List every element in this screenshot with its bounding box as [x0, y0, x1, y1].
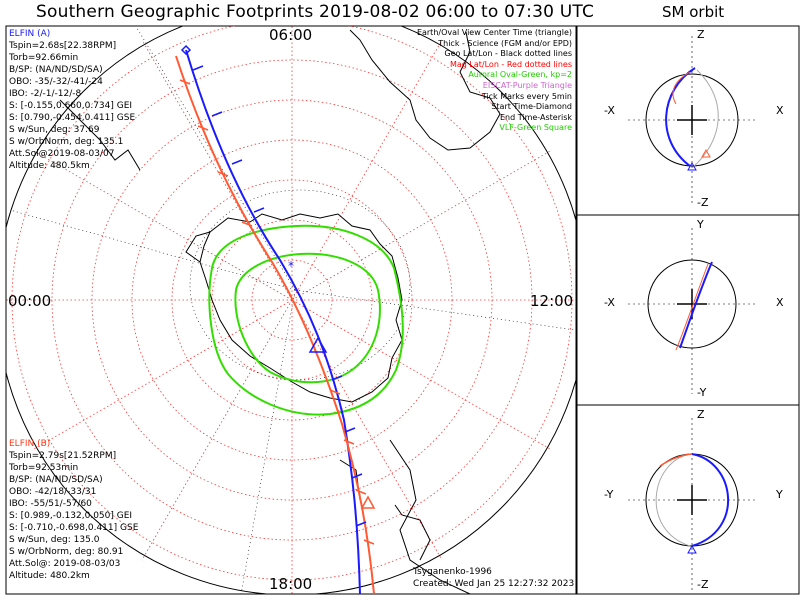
legend-item: Thick - Science (FGM and/or EPD): [438, 38, 572, 48]
legend-item: End Time-Asterisk: [499, 112, 572, 122]
elfin-b-track: [175, 55, 375, 594]
elfin-a-line: S w/Sun, deg: 37.69: [9, 125, 100, 135]
clock-label-top: 06:00: [269, 26, 313, 44]
elfin-b-line: S w/OrbNorm, deg: 80.91: [9, 547, 124, 557]
antarctica-coastline: [199, 213, 403, 403]
sm1-label-bottom: -Z: [697, 196, 709, 209]
south-america-coastline: [349, 29, 501, 151]
elfin-a-info: ELFIN (A) Tspin=2.68s[22.38RPM] Torb=92.…: [9, 28, 135, 172]
mag-lon-lines: [6, 26, 576, 594]
map-legend: Earth/Oval View Center Time (triangle) T…: [312, 28, 572, 134]
elfin-a-line: S: [-0.155,0.660,0.734] GEI: [9, 101, 133, 111]
elfin-b-line: S: [0.989,-0.132,0.050] GEI: [9, 511, 133, 521]
legend-item: Geo Lat/Lon - Black dotted lines: [444, 49, 572, 59]
sm1-label-top: Z: [697, 28, 705, 41]
view-center-triangle-b: [360, 495, 376, 509]
elfin-a-line: S w/OrbNorm, deg: 135.1: [9, 137, 124, 147]
clock-label-right: 12:00: [530, 292, 574, 310]
elfin-b-line: S: [-0.710,-0.698,0.411] GSE: [9, 523, 139, 533]
elfin-a-track: [185, 49, 361, 594]
elfin-b-line: IBO: -55/51/-57/60: [9, 499, 92, 509]
elfin-b-info: ELFIN (B) Tspin=2.79s[21.52RPM] Torb=92.…: [9, 438, 138, 582]
sm-panel-frame: [576, 25, 800, 595]
africa-coastline: [59, 99, 141, 171]
model-credit: Tsyganenko-1996: [413, 567, 492, 577]
elfin-b-line: B/SP: (NA/ND/SD/SA): [9, 475, 103, 485]
elfin-b-line: Torb=92.53min: [9, 463, 79, 473]
legend-item: Start Time-Diamond: [491, 102, 572, 112]
elfin-a-line: Tspin=2.68s[22.38RPM]: [9, 41, 117, 51]
sm1-label-left: -X: [604, 104, 615, 117]
sm3-label-left: -Y: [604, 488, 614, 501]
sm3-label-bottom: -Z: [697, 578, 709, 591]
elfin-a-asterisk: *: [288, 259, 294, 273]
elfin-b-line: S w/Sun, deg: 135.0: [9, 535, 100, 545]
sm2-label-right: X: [776, 296, 784, 309]
map-frame: [5, 25, 577, 595]
view-center-triangle-a: [308, 336, 328, 353]
created-timestamp: Created: Wed Jan 25 12:27:32 2023: [413, 579, 575, 589]
sm-orbit-panel-xz: [628, 36, 758, 205]
elfin-b-line: OBO: -42/18/-33/31: [9, 487, 97, 497]
elfin-b-line: Tspin=2.79s[21.52RPM]: [9, 451, 117, 461]
elfin-a-line: OBO: -35/-32/-41/-24: [9, 77, 103, 87]
sm-orbit-panel-yz: [628, 418, 758, 590]
legend-item: EISCAT-Purple Triangle: [482, 80, 572, 90]
elfin-a-name: ELFIN (A): [9, 29, 51, 39]
legend-item: Tick Marks every 5min: [481, 91, 572, 101]
sm3-label-top: Z: [697, 408, 705, 421]
geo-grid-lines: [9, 26, 576, 594]
sm-orbit-title: SM orbit: [662, 3, 725, 21]
legend-item: VLF-Green Square: [499, 123, 572, 133]
auroral-oval-outer: [208, 224, 404, 416]
sm2-label-bottom: -Y: [697, 386, 707, 399]
sm3-label-right: Y: [776, 488, 783, 501]
sm-orbit-panel-xy: [628, 228, 758, 394]
page-title: Southern Geographic Footprints 2019-08-0…: [36, 2, 595, 22]
clock-label-bottom: 18:00: [269, 575, 313, 593]
elfin-a-line: IBO: -2/-1/-12/-8: [9, 89, 82, 99]
island-coastline: [394, 504, 431, 561]
elfin-b-name: ELFIN (B): [9, 439, 51, 449]
elfin-a-start-diamond: [180, 44, 192, 56]
elfin-b-ticks: [179, 79, 375, 545]
sm2-label-top: Y: [697, 218, 704, 231]
elfin-b-line: Altitude: 480.2km: [9, 571, 90, 581]
elfin-a-line: B/SP: (NA/ND/SD/SA): [9, 65, 103, 75]
legend-item: Mag Lat/Lon - Red dotted lines: [449, 59, 572, 69]
elfin-b-line: Att.Sol@: 2019-08-03/03: [9, 559, 121, 569]
elfin-a-ticks: [192, 65, 367, 527]
sm1-label-right: X: [776, 104, 784, 117]
legend-item: Auroral Oval-Green, kp=2: [468, 70, 572, 80]
sm2-label-left: -X: [604, 296, 615, 309]
elfin-a-line: S: [0.790,-0.454,0.411] GSE: [9, 113, 136, 123]
elfin-a-line: Torb=92.66min: [9, 53, 79, 63]
legend-item: Earth/Oval View Center Time (triangle): [416, 28, 572, 37]
elfin-a-line: Altitude: 480.5km: [9, 161, 90, 171]
elfin-a-line: Att.Sol@2019-08-03/07: [9, 149, 115, 159]
clock-label-left: 00:00: [8, 292, 52, 310]
auroral-oval-inner: [234, 252, 381, 384]
